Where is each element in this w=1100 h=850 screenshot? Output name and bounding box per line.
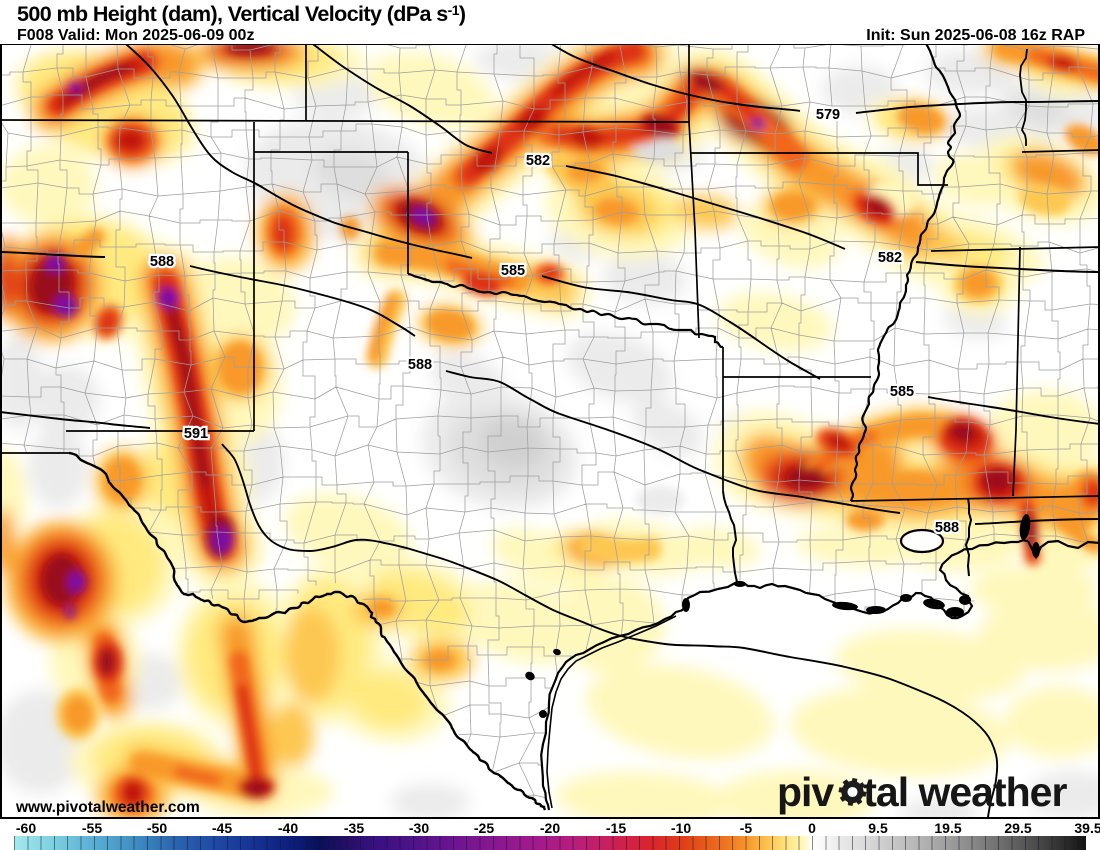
svg-text:585: 585 <box>501 263 525 279</box>
svg-text:585: 585 <box>890 384 914 400</box>
svg-text:www.pivotalweather.com: www.pivotalweather.com <box>15 799 200 816</box>
svg-text:579: 579 <box>816 107 840 123</box>
svg-text:588: 588 <box>150 254 174 270</box>
svg-text:588: 588 <box>935 520 959 536</box>
svg-text:582: 582 <box>526 153 550 169</box>
svg-text:591: 591 <box>184 426 208 442</box>
svg-text:588: 588 <box>408 357 432 373</box>
svg-text:582: 582 <box>878 250 902 266</box>
